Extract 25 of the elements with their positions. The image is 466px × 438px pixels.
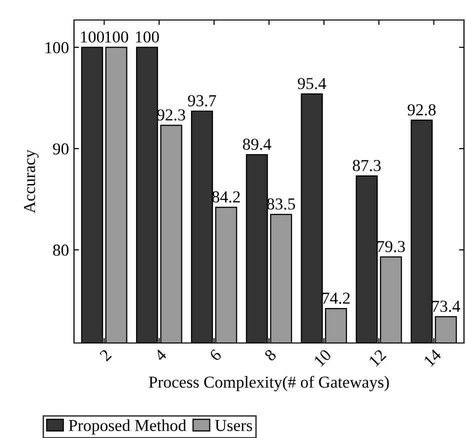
x-axis-title: Process Complexity(# of Gateways) bbox=[148, 376, 389, 392]
data-label: 89.4 bbox=[242, 138, 272, 150]
y-tick-label: 80 bbox=[53, 244, 69, 256]
data-label: 100 bbox=[105, 31, 128, 43]
data-label: 73.4 bbox=[432, 300, 460, 312]
x-tick-label: 2 bbox=[99, 348, 112, 362]
legend-label: Users bbox=[215, 420, 252, 432]
data-label: 100 bbox=[81, 31, 104, 43]
data-label: 87.3 bbox=[352, 160, 381, 172]
data-label: 93.7 bbox=[188, 95, 216, 106]
y-axis-title: Accuracy bbox=[24, 150, 39, 214]
x-tick-label: 4 bbox=[154, 348, 168, 362]
data-label: 79.3 bbox=[377, 240, 405, 252]
x-tick-label: 8 bbox=[264, 348, 277, 362]
x-tick-label: 12 bbox=[368, 348, 386, 367]
data-label: 92.8 bbox=[408, 104, 436, 116]
legend-label: Proposed Method bbox=[68, 419, 186, 434]
data-label: 100 bbox=[136, 31, 159, 43]
y-tick-label: 90 bbox=[53, 143, 69, 155]
data-label: 95.4 bbox=[298, 78, 326, 90]
data-label: 92.3 bbox=[157, 109, 186, 121]
x-tick-label: 14 bbox=[423, 348, 442, 367]
x-tick-label: 6 bbox=[209, 348, 222, 362]
y-tick-label: 100 bbox=[46, 42, 69, 54]
x-tick-label: 10 bbox=[314, 348, 332, 367]
